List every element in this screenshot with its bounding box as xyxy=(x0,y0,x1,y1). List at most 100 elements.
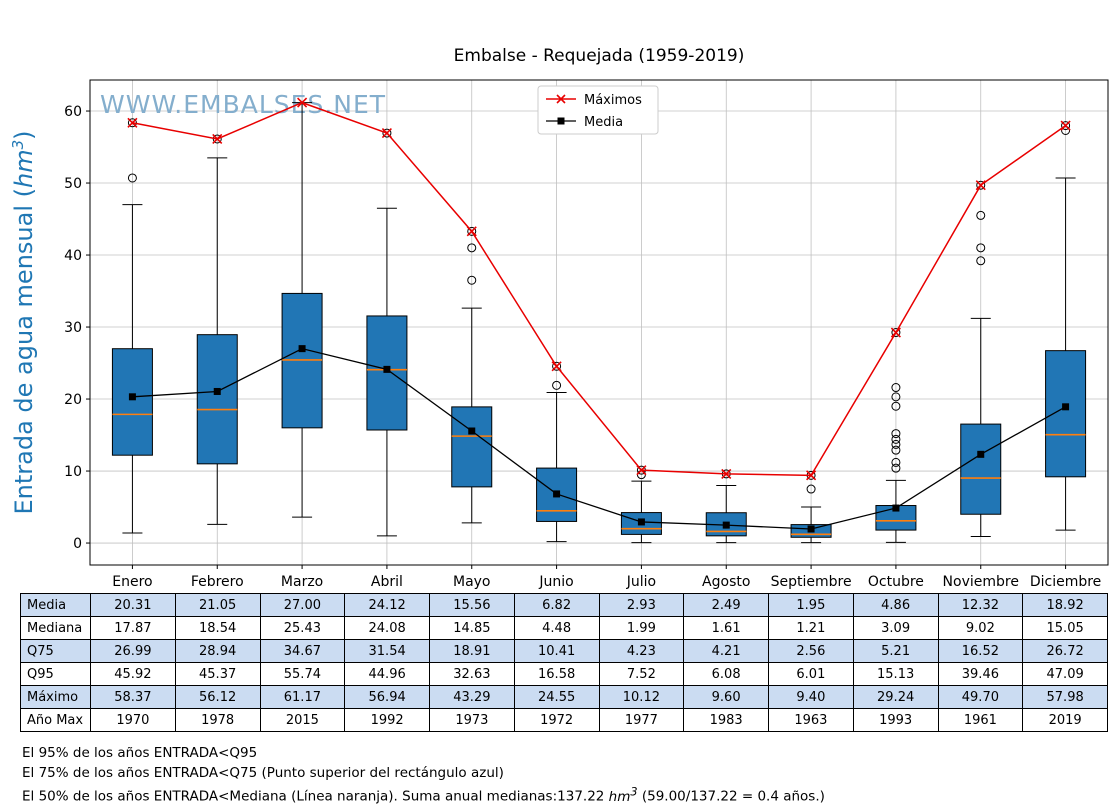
table-cell: 1963 xyxy=(768,708,854,732)
maximos-line xyxy=(127,97,1071,481)
outlier-marker xyxy=(976,180,986,190)
plot-area xyxy=(90,80,1108,565)
box-Diciembre xyxy=(1045,350,1087,478)
svg-text:50: 50 xyxy=(64,176,82,192)
table-row: Q75 26.99 28.94 34.67 31.54 18.91 10.41 4.23 4.2… xyxy=(20,639,1108,663)
table-cell: 1977 xyxy=(598,708,685,732)
table-cell: 15.13 xyxy=(852,662,939,686)
row-label: Año Max xyxy=(20,708,91,732)
box-Febrero xyxy=(196,334,238,465)
table-cell: 58.37 xyxy=(90,685,176,709)
table-cell: 1983 xyxy=(683,708,769,732)
month-label: Octubre xyxy=(868,574,924,590)
legend-label-maximos: Máximos xyxy=(584,93,642,108)
table-cell: 16.58 xyxy=(513,662,600,686)
month-label: Abril xyxy=(371,574,403,590)
table-cell: 2.56 xyxy=(768,639,854,663)
footer-note-q75: El 75% de los años ENTRADA<Q75 (Punto su… xyxy=(22,765,504,781)
outlier-marker xyxy=(891,429,901,439)
boxplots xyxy=(111,102,1087,544)
table-cell: 4.21 xyxy=(683,639,769,663)
row-label: Máximo xyxy=(20,685,91,709)
table-cell: 24.08 xyxy=(344,616,430,640)
table-cell: 20.31 xyxy=(90,593,176,617)
table-cell: 56.12 xyxy=(174,685,261,709)
table-cell: 26.99 xyxy=(90,639,176,663)
table-cell: 25.43 xyxy=(259,616,346,640)
box-Mayo xyxy=(451,406,493,488)
table-cell: 15.56 xyxy=(429,593,515,617)
table-cell: 18.92 xyxy=(1022,593,1108,617)
svg-text:10: 10 xyxy=(64,464,82,480)
table-cell: 21.05 xyxy=(174,593,261,617)
table-cell: 49.70 xyxy=(937,685,1024,709)
table-cell: 6.08 xyxy=(683,662,769,686)
table-cell: 2019 xyxy=(1022,708,1108,732)
chart-legend: Máximos Media xyxy=(537,85,659,135)
table-cell: 4.86 xyxy=(852,593,939,617)
table-cell: 45.37 xyxy=(174,662,261,686)
box-Abril xyxy=(366,315,408,431)
table-cell: 26.72 xyxy=(1022,639,1108,663)
table-cell: 7.52 xyxy=(598,662,685,686)
footer-note-median: El 50% de los años ENTRADA<Mediana (Líne… xyxy=(22,785,825,805)
table-row: Q95 45.92 45.37 55.74 44.96 32.63 16.58 7.52 6.0… xyxy=(20,662,1108,686)
table-cell: 10.41 xyxy=(513,639,600,663)
table-cell: 1961 xyxy=(937,708,1024,732)
outlier-marker xyxy=(891,439,901,449)
table-cell: 24.55 xyxy=(513,685,600,709)
table-cell: 31.54 xyxy=(344,639,430,663)
svg-text:60: 60 xyxy=(64,104,82,120)
box-Enero xyxy=(111,348,153,456)
outlier-marker xyxy=(976,210,986,220)
table-cell: 29.24 xyxy=(852,685,939,709)
table-cell: 15.05 xyxy=(1022,616,1108,640)
table-cell: 39.46 xyxy=(937,662,1024,686)
table-cell: 1973 xyxy=(429,708,515,732)
svg-text:20: 20 xyxy=(64,392,82,408)
box-Noviembre xyxy=(960,423,1002,515)
svg-text:0: 0 xyxy=(73,536,82,552)
outlier-marker xyxy=(552,361,562,371)
table-cell: 1992 xyxy=(344,708,430,732)
outlier-marker xyxy=(552,380,562,390)
outlier-marker xyxy=(891,445,901,455)
month-label: Enero xyxy=(112,574,152,590)
table-cell: 1.61 xyxy=(683,616,769,640)
table-cell: 28.94 xyxy=(174,639,261,663)
footer-note-median-rest: (59.00/137.22 = 0.4 años.) xyxy=(637,788,825,805)
outlier-marker xyxy=(891,383,901,393)
table-cell: 1978 xyxy=(174,708,261,732)
outlier-marker xyxy=(891,434,901,444)
outlier-marker xyxy=(127,118,137,128)
table-cell: 9.40 xyxy=(768,685,854,709)
month-label: Diciembre xyxy=(1030,574,1101,590)
table-cell: 1972 xyxy=(513,708,600,732)
table-cell: 1993 xyxy=(852,708,939,732)
table-cell: 5.21 xyxy=(852,639,939,663)
svg-text:40: 40 xyxy=(64,248,82,264)
outlier-marker xyxy=(382,128,392,138)
table-cell: 55.74 xyxy=(259,662,346,686)
outlier-marker xyxy=(467,226,477,236)
table-cell: 6.01 xyxy=(768,662,854,686)
table-row: Media 20.31 21.05 27.00 24.12 15.56 6.82 2.93 2.… xyxy=(20,593,1108,617)
table-cell: 61.17 xyxy=(259,685,346,709)
table-cell: 3.09 xyxy=(852,616,939,640)
watermark-text: WWW.EMBALSES.NET xyxy=(100,90,386,119)
month-label: Julio xyxy=(626,574,656,590)
table-cell: 4.23 xyxy=(598,639,685,663)
table-cell: 10.12 xyxy=(598,685,685,709)
outlier-marker xyxy=(127,173,137,183)
row-label: Q95 xyxy=(20,662,91,686)
outlier-marker xyxy=(212,134,222,144)
table-cell: 17.87 xyxy=(90,616,176,640)
table-row: Mediana 17.87 18.54 25.43 24.08 14.85 4.48 1.99… xyxy=(20,616,1108,640)
table-cell: 44.96 xyxy=(344,662,430,686)
table-cell: 45.92 xyxy=(90,662,176,686)
footer-notes: El 95% de los años ENTRADA<Q95 El 75% de… xyxy=(22,745,825,809)
outlier-marker xyxy=(891,457,901,467)
outlier-marker xyxy=(467,275,477,285)
table-row: Año Max 1970 1978 2015 1992 1973 1972 1977 1983 1… xyxy=(20,708,1108,732)
